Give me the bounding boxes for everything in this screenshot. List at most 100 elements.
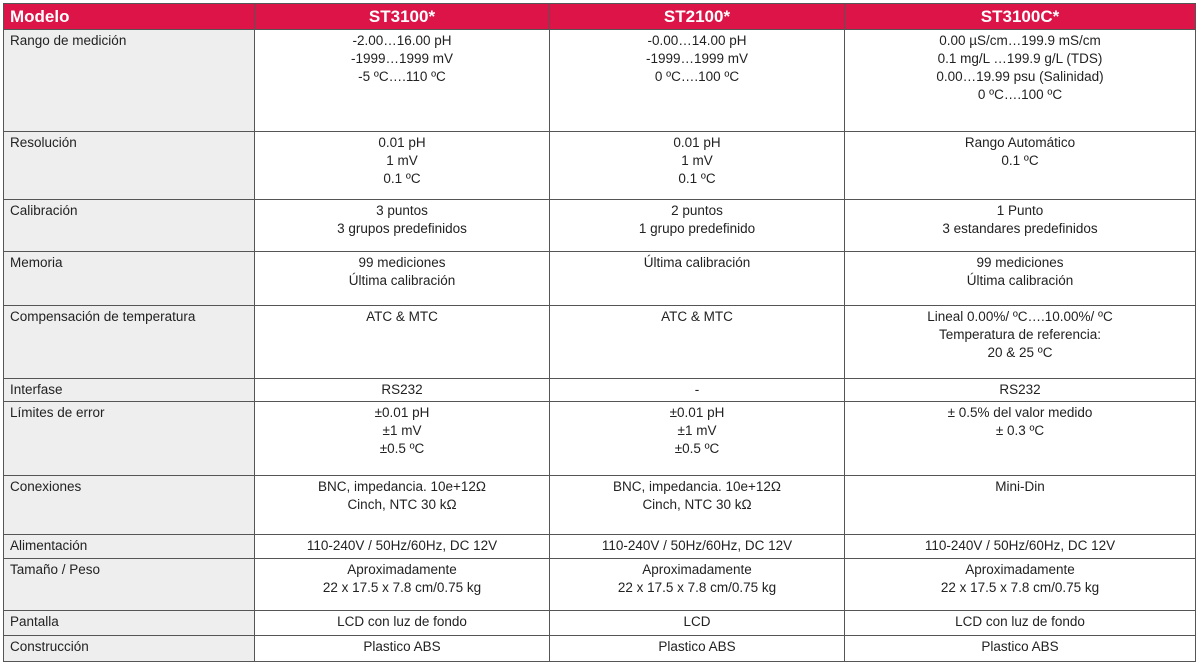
table-row: Construcción Plastico ABS Plastico ABS Plas… xyxy=(3,635,1196,662)
cell-line: -5 ºC….110 ºC xyxy=(358,69,446,84)
cell-line: Temperatura de referencia: xyxy=(938,327,1102,342)
table-cell: 0.00 µS/cm…199.9 mS/cm 0.1 mg/L …199.9 g/… xyxy=(844,29,1196,132)
table-cell: - xyxy=(549,378,845,402)
cell-line: ATC & MTC xyxy=(661,309,733,324)
table-row: Rango de medición -2.00…16.00 pH -1999…199… xyxy=(3,29,1196,132)
cell-line: 22 x 17.5 x 7.8 cm/0.75 kg xyxy=(617,580,777,595)
cell-line: 1 Punto xyxy=(996,203,1044,218)
table-cell: RS232 xyxy=(844,378,1196,402)
table-cell: BNC, impedancia. 10e+12Ω Cinch, NTC 30 kΩ xyxy=(254,475,550,535)
table-cell: Aproximadamente 22 x 17.5 x 7.8 cm/0.75 k… xyxy=(549,558,845,611)
table-cell: LCD con luz de fondo xyxy=(844,610,1196,636)
cell-line: 110-240V / 50Hz/60Hz, DC 12V xyxy=(601,538,793,553)
cell-line: RS232 xyxy=(999,382,1041,397)
table-row: Calibración 3 puntos 3 grupos predefinidos… xyxy=(3,199,1196,252)
cell-line: Plastico ABS xyxy=(363,639,441,654)
row-label: Pantalla xyxy=(3,610,255,636)
table-cell: 0.01 pH 1 mV 0.1 ºC xyxy=(254,131,550,200)
cell-line: 0.1 ºC xyxy=(383,171,421,186)
cell-line: Rango Automático xyxy=(964,135,1076,150)
cell-line: -0.00…14.00 pH xyxy=(647,33,747,48)
row-label: Alimentación xyxy=(3,534,255,559)
cell-line: -2.00…16.00 pH xyxy=(352,33,452,48)
cell-line: 22 x 17.5 x 7.8 cm/0.75 kg xyxy=(940,580,1100,595)
table-cell: LCD xyxy=(549,610,845,636)
cell-line: 110-240V / 50Hz/60Hz, DC 12V xyxy=(924,538,1116,553)
cell-line: ATC & MTC xyxy=(366,309,438,324)
cell-line: 0 ºC….100 ºC xyxy=(654,69,740,84)
cell-line: Última calibración xyxy=(966,273,1074,288)
cell-line: 0 ºC….100 ºC xyxy=(977,87,1063,102)
table-row: Conexiones BNC, impedancia. 10e+12Ω Cinch,… xyxy=(3,475,1196,535)
cell-line: Mini-Din xyxy=(995,479,1045,494)
cell-line: LCD con luz de fondo xyxy=(955,614,1085,629)
table-cell: Rango Automático 0.1 ºC xyxy=(844,131,1196,200)
cell-line: 0.00 µS/cm…199.9 mS/cm xyxy=(939,33,1101,48)
cell-line: LCD xyxy=(683,614,711,629)
cell-line: 20 & 25 ºC xyxy=(987,345,1053,360)
table-cell: 0.01 pH 1 mV 0.1 ºC xyxy=(549,131,845,200)
cell-line: 1 grupo predefinido xyxy=(638,221,756,236)
cell-line: BNC, impedancia. 10e+12Ω xyxy=(317,479,487,494)
table-cell: 99 mediciones Última calibración xyxy=(254,251,550,306)
table-row: Interfase RS232 - RS232 xyxy=(3,378,1196,402)
cell-line: - xyxy=(694,382,700,397)
cell-line: Plastico ABS xyxy=(658,639,736,654)
cell-line: -1999…1999 mV xyxy=(350,51,454,66)
table-cell: 2 puntos 1 grupo predefinido xyxy=(549,199,845,252)
cell-line: Cinch, NTC 30 kΩ xyxy=(642,497,752,512)
row-label: Compensación de temperatura xyxy=(3,305,255,379)
cell-line: RS232 xyxy=(381,382,423,397)
table-cell: Plastico ABS xyxy=(254,635,550,662)
cell-line: ±0.01 pH xyxy=(374,405,430,420)
cell-line: -1999…1999 mV xyxy=(645,51,749,66)
table-cell: ±0.01 pH ±1 mV ±0.5 ºC xyxy=(254,401,550,476)
header-st2100: ST2100* xyxy=(549,3,845,30)
cell-line: ±0.5 ºC xyxy=(379,441,425,456)
cell-line: Aproximadamente xyxy=(642,562,752,577)
cell-line: ± 0.3 ºC xyxy=(995,423,1045,438)
cell-line: 2 puntos xyxy=(671,203,723,218)
row-label: Límites de error xyxy=(3,401,255,476)
table-row: Alimentación 110-240V / 50Hz/60Hz, DC 12V… xyxy=(3,534,1196,559)
table-row: Pantalla LCD con luz de fondo LCD LCD con l… xyxy=(3,610,1196,636)
table-cell: Plastico ABS xyxy=(549,635,845,662)
cell-line: 0.01 pH xyxy=(673,135,721,150)
table-cell: Aproximadamente 22 x 17.5 x 7.8 cm/0.75 k… xyxy=(844,558,1196,611)
table-cell: 1 Punto 3 estandares predefinidos xyxy=(844,199,1196,252)
table-cell: LCD con luz de fondo xyxy=(254,610,550,636)
cell-line: 0.1 mg/L …199.9 g/L (TDS) xyxy=(937,51,1103,66)
cell-line: BNC, impedancia. 10e+12Ω xyxy=(612,479,782,494)
row-label: Interfase xyxy=(3,378,255,402)
cell-line: 0.01 pH xyxy=(378,135,426,150)
cell-line: 99 mediciones xyxy=(976,255,1064,270)
cell-line: Aproximadamente xyxy=(965,562,1075,577)
cell-line: 0.00…19.99 psu (Salinidad) xyxy=(936,69,1104,84)
cell-line: Última calibración xyxy=(348,273,456,288)
cell-line: 0.1 ºC xyxy=(1001,153,1039,168)
cell-line: Aproximadamente xyxy=(347,562,457,577)
table-cell: Lineal 0.00%/ ºC….10.00%/ ºC Temperatura … xyxy=(844,305,1196,379)
row-label: Construcción xyxy=(3,635,255,662)
cell-line: 3 grupos predefinidos xyxy=(337,221,467,236)
table-cell: Aproximadamente 22 x 17.5 x 7.8 cm/0.75 k… xyxy=(254,558,550,611)
cell-line: Última calibración xyxy=(643,255,751,270)
cell-line: 0.1 ºC xyxy=(678,171,716,186)
cell-line: 1 mV xyxy=(681,153,713,168)
cell-line: ±0.01 pH xyxy=(669,405,725,420)
table-cell: 99 mediciones Última calibración xyxy=(844,251,1196,306)
cell-line: Cinch, NTC 30 kΩ xyxy=(347,497,457,512)
table-cell: Mini-Din xyxy=(844,475,1196,535)
table-cell: ± 0.5% del valor medido ± 0.3 ºC xyxy=(844,401,1196,476)
table-cell: ATC & MTC xyxy=(549,305,845,379)
cell-line: Plastico ABS xyxy=(981,639,1059,654)
cell-line: 99 mediciones xyxy=(358,255,446,270)
cell-line: ±1 mV xyxy=(382,423,422,438)
table-cell: Última calibración xyxy=(549,251,845,306)
cell-line: 110-240V / 50Hz/60Hz, DC 12V xyxy=(306,538,498,553)
header-row: Modelo ST3100* ST2100* ST3100C* xyxy=(3,3,1196,30)
table-cell: -0.00…14.00 pH -1999…1999 mV 0 ºC….100 ºC xyxy=(549,29,845,132)
cell-line: 3 puntos xyxy=(376,203,428,218)
table-cell: -2.00…16.00 pH -1999…1999 mV -5 ºC….110 ºC xyxy=(254,29,550,132)
header-modelo: Modelo xyxy=(3,3,255,30)
